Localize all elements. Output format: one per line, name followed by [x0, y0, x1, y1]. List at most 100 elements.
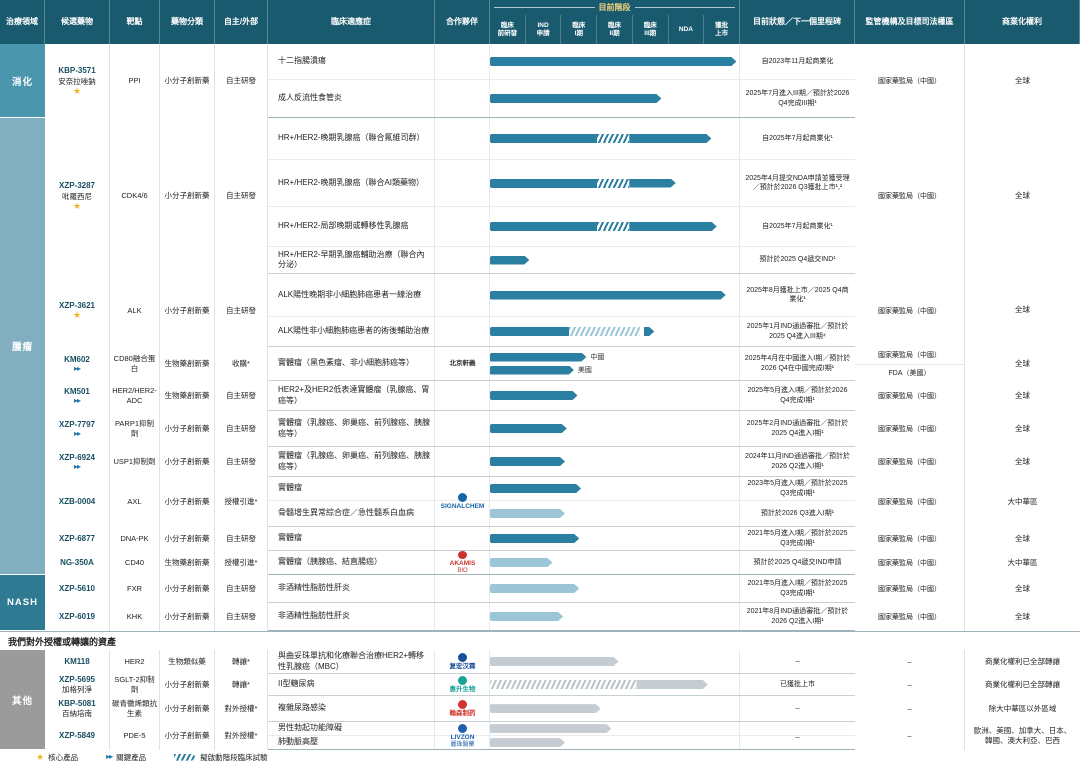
partner-cell: LIVZON 麗珠醫藥	[435, 722, 490, 750]
source-cell: 對外授權*	[215, 696, 268, 723]
source-cell: 自主研發	[215, 44, 268, 118]
core-product-star-icon: ★	[72, 310, 82, 321]
regulator-cell: 國家藥監局（中國） FDA（美國）	[855, 347, 965, 381]
partner-column-spacer	[435, 650, 490, 673]
regulator-entry: 國家藥監局（中國）	[878, 193, 941, 200]
indication-cell: 實體瘤（乳腺癌、卵巢癌、前列腺癌、胰腺癌等）	[268, 447, 435, 476]
target-cell: PDE-5	[110, 722, 160, 751]
stage-bar-cell	[490, 696, 740, 722]
indication-row: 十二指腸潰瘍 自2023年11月起商業化	[268, 44, 855, 80]
table-body-main: 消化 KBP-3571 安奈拉唑鈉 ★ PPI 小分子創新藥 自主研發 十二指腸潰瘍 自2023…	[0, 44, 1080, 631]
therapeutic-area-row: NASH XZP-5610 FXR 小分子創新藥 自主研發 非酒精性脂肪性肝炎 2021年5…	[0, 575, 1080, 631]
partner-column-spacer	[435, 575, 490, 602]
target-cell: SGLT-2抑制劑	[110, 674, 160, 697]
indication-row: HR+/HER2-晚期乳腺癌（聯合氟維司群） 自2025年7月起商業化¹	[268, 118, 855, 160]
candidate-row: XZP-6877 DNA-PK 小分子創新藥 自主研發 實體瘤 2021年5月進入I期／預…	[45, 527, 1080, 551]
stage-bar-cell	[490, 575, 740, 602]
indication-cell: II型糖尿病	[268, 674, 435, 695]
classification-cell: 小分子創新藥	[160, 696, 215, 723]
bar-segment	[490, 256, 529, 265]
stage-column-header-line: II期	[609, 29, 620, 37]
candidate-code: XZP-5695	[58, 675, 96, 684]
status-merged-cell: –	[795, 731, 800, 741]
commercial-rights-cell: 全球	[1015, 75, 1030, 85]
target-cell: 碳青黴烯類抗生素	[110, 696, 160, 723]
candidate-code: XZP-6877	[58, 533, 96, 543]
regulator-entry: 國家藥監局（中國）	[855, 347, 964, 365]
candidate-row: XZP-5610 FXR 小分子創新藥 自主研發 非酒精性脂肪性肝炎 2021年5月進入I…	[45, 575, 1080, 603]
candidate-code: XZP-6924	[58, 452, 96, 462]
regulator-entry: –	[907, 732, 912, 740]
pipeline-progress-bar	[490, 327, 739, 336]
pipeline-progress-bar	[490, 391, 739, 400]
partner-logo-icon	[458, 551, 467, 559]
stage-bar-cell	[490, 317, 740, 346]
bar-region-label: 美國	[577, 366, 592, 374]
indication-row: 實體瘤 2021年5月進入I期／預計於2025 Q3完成I期¹	[268, 527, 855, 551]
regulator-cell: 國家藥監局（中國）	[855, 575, 965, 603]
header-cell: 候選藥物	[45, 0, 110, 44]
regulator-cell: –	[855, 650, 965, 674]
therapeutic-area-label: NASH	[0, 575, 45, 631]
stage-group-label: 目前階段	[490, 0, 739, 15]
partner-cell: 翰森制药	[435, 696, 490, 722]
stage-column-header-line: 獲批	[715, 21, 729, 29]
commercial-rights-cell: 商業化權利已全部轉讓	[985, 680, 1060, 689]
bar-segment	[490, 327, 569, 336]
stage-column-header: NDA	[667, 15, 704, 44]
stage-bar-cell	[490, 207, 740, 246]
classification-cell: 小分子創新藥	[160, 722, 215, 751]
indication-row: HR+/HER2-局部晚期或轉移性乳腺癌 自2025年7月起商業化¹	[268, 207, 855, 247]
status-cell: 自2023年11月起商業化	[761, 57, 834, 65]
pipeline-progress-bar	[490, 222, 739, 231]
pipeline-progress-bar	[490, 680, 739, 689]
stage-bar-cell: 中國 美國	[490, 347, 740, 380]
legend: ★ 核心產品 ▸▸ 關鍵產品 擬啟動階段臨床試驗	[0, 750, 1080, 764]
therapeutic-area-body: KM118 HER2 生物類似藥 轉讓* 與曲妥珠單抗和化療聯合治療HER2+轉移性乳腺…	[45, 650, 1080, 751]
target-cell: FXR	[110, 575, 160, 603]
core-product-star-icon: ★	[72, 85, 82, 96]
status-cell: 預計於2025 Q4遞交IND申請	[753, 558, 842, 566]
regulator-cell: 國家藥監局（中國）	[855, 44, 965, 118]
regulator-entry: 國家藥監局（中國）	[878, 499, 941, 506]
indication-cell: 複雜尿路感染	[268, 696, 435, 722]
regulator-cell: 國家藥監局（中國）	[855, 527, 965, 551]
core-product-star-icon: ★	[36, 751, 45, 762]
partner-column-spacer	[435, 160, 490, 206]
candidate-cell: KBP-3571 安奈拉唑鈉 ★	[45, 44, 110, 118]
pipeline-progress-bar	[490, 457, 739, 466]
stage-bar-cell	[490, 501, 740, 526]
indication-row: HR+/HER2-早期乳腺癌輔助治療（聯合內分泌） 預計於2025 Q4遞交IND…	[268, 247, 855, 274]
indication-row: II型糖尿病 已獲批上市	[268, 674, 855, 696]
partner-name-sub: BIO	[457, 568, 468, 575]
candidate-cell: XZP-5695 加格列淨	[45, 674, 110, 697]
legend-core-product: ★ 核心產品	[36, 752, 78, 763]
stage-group-label-text: 目前階段	[598, 3, 631, 12]
indication-cell: 與曲妥珠單抗和化療聯合治療HER2+轉移性乳腺癌（MBC）	[268, 650, 435, 673]
key-product-icon: ▸▸	[73, 429, 81, 439]
classification-cell: 小分子創新藥	[160, 674, 215, 697]
pipeline-progress-bar	[490, 558, 739, 567]
indication-block: HER2+及HER2低表達實體瘤（乳腺癌、胃癌等） 2025年5月進入I期／預計於…	[268, 381, 855, 411]
key-product-icon: ▸▸	[106, 752, 113, 762]
indication-row: 實體瘤（黑色素瘤、非小細胞肺癌等） 中國 美國 2025年4月在中國進入I期／預計於2…	[268, 347, 855, 381]
partner-column-spacer	[435, 411, 490, 446]
partner-column-spacer	[435, 603, 490, 630]
hatched-bar-swatch-icon	[174, 754, 196, 761]
indication-cell: 十二指腸潰瘍	[268, 44, 435, 79]
pipeline-progress-bar	[490, 657, 739, 666]
bar-segment	[597, 178, 630, 188]
commercial-rights-cell: 全球	[1015, 456, 1030, 466]
pipeline-progress-bar	[490, 704, 739, 713]
partner-column-spacer	[435, 736, 490, 750]
indication-block: 非酒精性脂肪性肝炎 2021年8月IND通過審批／預計於2026 Q2進入I期¹	[268, 603, 855, 631]
stage-column-header-line: 臨床	[643, 21, 657, 29]
partner-column-spacer	[435, 696, 490, 722]
bar-segment	[490, 724, 611, 733]
target-cell: CD40	[110, 551, 160, 575]
header-cell: 靶點	[110, 0, 160, 44]
regulator-entry: 國家藥監局（中國）	[878, 426, 941, 433]
candidate-cell: XZP-6877	[45, 527, 110, 551]
candidate-code: KBP-5081	[58, 699, 96, 709]
indication-row: 實體瘤 2023年5月進入I期／預計於2025 Q3完成I期¹	[268, 477, 855, 501]
